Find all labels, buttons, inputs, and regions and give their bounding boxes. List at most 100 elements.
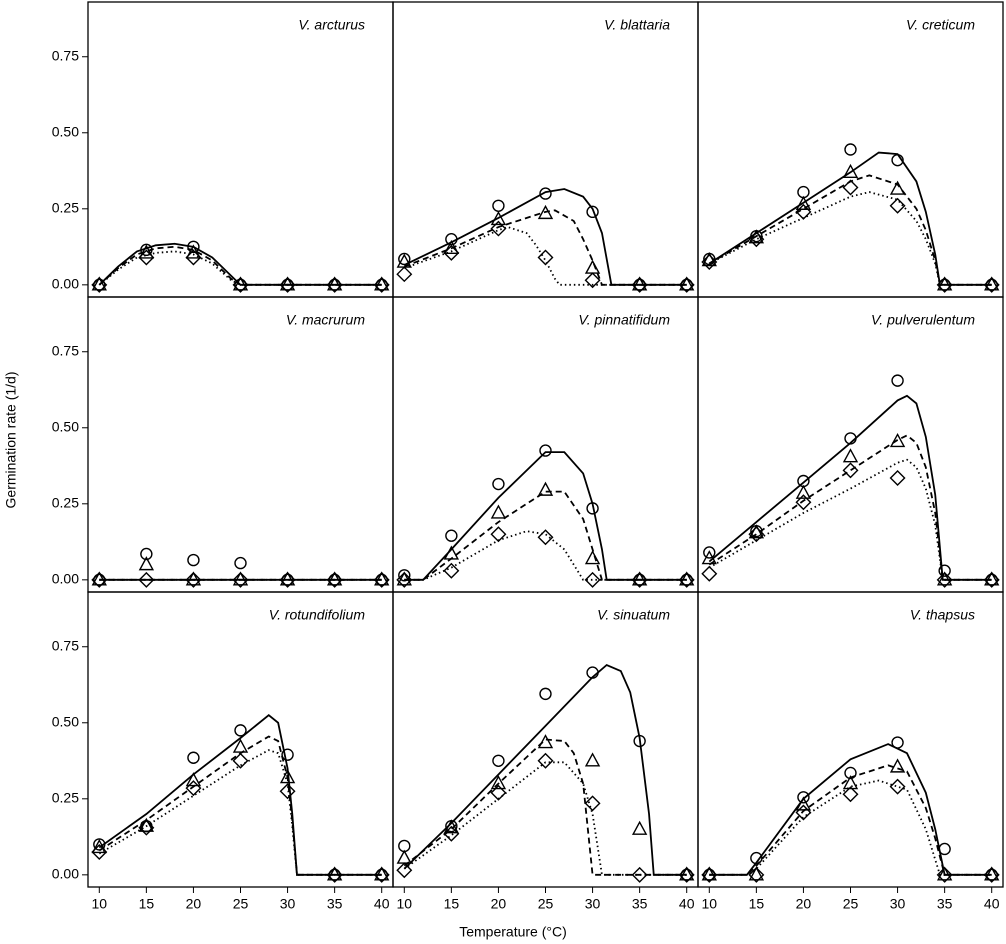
data-point bbox=[234, 556, 247, 570]
panel-title: V. thapsus bbox=[910, 607, 975, 623]
x-tick-label: 25 bbox=[233, 896, 249, 912]
fit-curve bbox=[708, 151, 992, 286]
data-point bbox=[889, 432, 906, 448]
data-point bbox=[984, 866, 1000, 881]
data-point bbox=[279, 276, 296, 293]
x-tick-label: 15 bbox=[749, 896, 765, 912]
data-point bbox=[748, 866, 765, 881]
fit-curve bbox=[709, 743, 992, 876]
data-point bbox=[279, 783, 296, 800]
data-point bbox=[326, 866, 343, 881]
data-point bbox=[842, 179, 859, 196]
data-point bbox=[537, 734, 554, 749]
data-point bbox=[889, 180, 906, 195]
data-point bbox=[396, 571, 412, 586]
x-tick-label: 10 bbox=[92, 896, 108, 912]
data-point bbox=[374, 276, 390, 291]
x-tick-label: 35 bbox=[632, 896, 648, 912]
panel-title: V. sinuatum bbox=[597, 607, 670, 623]
y-tick-label: 0.75 bbox=[52, 47, 79, 63]
x-tick-label: 10 bbox=[397, 896, 413, 912]
data-point bbox=[187, 751, 200, 764]
data-point bbox=[584, 795, 601, 812]
fit-curve bbox=[404, 451, 687, 581]
data-point bbox=[584, 259, 601, 274]
data-point bbox=[701, 565, 718, 582]
data-point bbox=[936, 276, 953, 291]
x-tick-label: 35 bbox=[937, 896, 953, 912]
data-point bbox=[443, 562, 460, 579]
fit-curve bbox=[403, 209, 687, 286]
data-point bbox=[91, 276, 107, 291]
data-point bbox=[539, 687, 552, 701]
data-point bbox=[984, 276, 1000, 291]
data-point bbox=[492, 199, 505, 212]
data-point bbox=[889, 197, 906, 214]
x-tick-label: 30 bbox=[890, 896, 906, 912]
data-point bbox=[234, 724, 247, 737]
panel-title: V. creticum bbox=[906, 17, 975, 33]
data-point bbox=[373, 571, 390, 588]
x-tick-label: 35 bbox=[327, 896, 343, 912]
data-point bbox=[631, 820, 648, 835]
x-tick-label: 40 bbox=[984, 896, 1000, 912]
fit-curve bbox=[708, 434, 992, 581]
x-axis-label: Temperature (°C) bbox=[459, 924, 567, 940]
y-tick-label: 0.00 bbox=[52, 276, 79, 292]
data-point bbox=[232, 571, 249, 588]
x-tick-label: 40 bbox=[679, 896, 695, 912]
data-point bbox=[279, 571, 296, 588]
x-tick-label: 25 bbox=[538, 896, 554, 912]
data-point bbox=[185, 571, 202, 586]
data-point bbox=[232, 738, 249, 753]
fit-curve bbox=[404, 490, 687, 581]
y-tick-label: 0.00 bbox=[52, 571, 79, 587]
fit-curve bbox=[98, 242, 382, 286]
data-point bbox=[631, 276, 648, 291]
data-point bbox=[232, 752, 249, 769]
data-point bbox=[187, 553, 200, 567]
fit-curve bbox=[404, 530, 687, 581]
data-point bbox=[185, 571, 202, 588]
panel-frame bbox=[87, 296, 394, 593]
panel-title: V. blattaria bbox=[604, 17, 670, 33]
y-tick-label: 0.25 bbox=[52, 200, 79, 216]
fit-curve bbox=[709, 764, 992, 876]
fit-curve bbox=[709, 779, 992, 876]
data-point bbox=[983, 276, 1000, 293]
data-point bbox=[984, 571, 1000, 586]
data-point bbox=[326, 571, 343, 586]
data-point bbox=[795, 804, 812, 821]
data-point bbox=[539, 444, 552, 457]
panel-frame bbox=[392, 591, 699, 888]
x-tick-label: 15 bbox=[139, 896, 155, 912]
data-point bbox=[701, 252, 717, 267]
data-point bbox=[373, 276, 390, 293]
panel-title: V. macrurum bbox=[286, 312, 365, 328]
x-tick-label: 30 bbox=[280, 896, 296, 912]
data-point bbox=[281, 748, 294, 761]
data-point bbox=[842, 775, 859, 790]
x-tick-label: 15 bbox=[444, 896, 460, 912]
x-tick-label: 20 bbox=[491, 896, 507, 912]
data-point bbox=[584, 571, 601, 588]
data-point bbox=[326, 276, 343, 293]
data-point bbox=[748, 866, 765, 883]
panel-frame bbox=[87, 1, 394, 298]
data-point bbox=[844, 143, 857, 156]
data-point bbox=[537, 249, 554, 266]
data-point bbox=[631, 571, 648, 586]
y-tick-label: 0.75 bbox=[52, 637, 79, 653]
panel-title: V. pinnatifidum bbox=[578, 312, 670, 328]
data-point bbox=[91, 844, 108, 861]
data-point bbox=[891, 374, 904, 387]
fit-curve bbox=[403, 738, 687, 876]
data-point bbox=[701, 866, 718, 883]
y-tick-label: 0.25 bbox=[52, 790, 79, 806]
data-point bbox=[232, 571, 249, 586]
fit-curve bbox=[708, 394, 992, 581]
x-tick-label: 40 bbox=[374, 896, 390, 912]
data-point bbox=[490, 775, 507, 790]
data-point bbox=[398, 569, 411, 582]
data-point bbox=[936, 571, 953, 588]
